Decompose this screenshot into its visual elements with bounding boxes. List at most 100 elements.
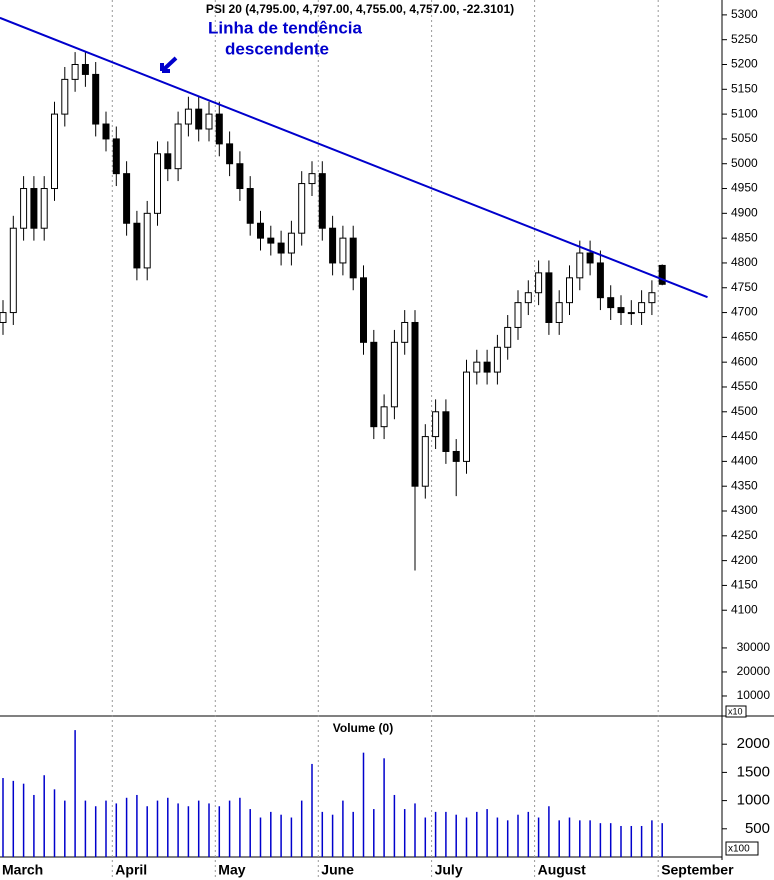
candle-body (421, 436, 429, 487)
volume-bar (445, 811, 447, 857)
chart-title: PSI 20 (4,795.00, 4,797.00, 4,755.00, 4,… (206, 2, 514, 16)
candle-body (442, 411, 450, 452)
y-tick-label: 4650 (731, 330, 758, 344)
trendline (0, 16, 708, 299)
volume-bar (167, 797, 169, 857)
y-tick-label: 4200 (731, 553, 758, 567)
volume-bar (125, 797, 128, 857)
candle-body (432, 411, 440, 438)
volume-bar (64, 800, 66, 857)
candle-body (215, 113, 223, 145)
y-tick-label: 1500 (737, 763, 770, 780)
candle-body (318, 173, 326, 229)
candle-body (463, 371, 470, 462)
candle-body (535, 272, 543, 294)
y-tick-label: 4550 (731, 379, 758, 393)
candle-body (339, 237, 347, 264)
candle-body (390, 341, 398, 408)
volume-bar (465, 817, 468, 857)
candle-body (61, 78, 69, 115)
candle-body (71, 63, 79, 80)
volume-bar (434, 811, 437, 857)
candle-body (154, 153, 161, 214)
x-tick-label: August (538, 862, 587, 878)
candle-body (30, 188, 38, 229)
volume-bar (311, 763, 313, 857)
candle-body (627, 312, 635, 315)
volume-bar (558, 820, 560, 857)
volume-bar (362, 752, 365, 857)
candle-body (102, 123, 110, 140)
candle-body (596, 262, 604, 299)
volume-bar (259, 817, 262, 857)
candle-body (205, 113, 213, 130)
candle-body (524, 292, 532, 304)
volume-bar (352, 811, 354, 857)
y-tick-label: 4800 (731, 255, 758, 269)
candle-body (566, 277, 573, 304)
volume-bar (218, 806, 221, 857)
volume-bar (589, 820, 591, 857)
candle-body (504, 326, 512, 348)
y-tick-label: 4850 (731, 230, 758, 244)
volume-bar (414, 803, 416, 857)
volume-bar (383, 758, 385, 857)
candle-body (195, 108, 203, 130)
candle-body (473, 361, 481, 373)
candle-body (236, 163, 244, 190)
y-tick-label: 1000 (737, 792, 770, 809)
candle-body (9, 227, 17, 314)
y-tick-label: 5300 (731, 7, 758, 21)
y2-tick-label: 20000 (737, 664, 771, 678)
y-tick-label: 4250 (731, 528, 758, 542)
y-tick-label: 4900 (731, 206, 758, 220)
unit-box (725, 841, 759, 856)
x-tick-label: June (321, 862, 354, 878)
volume-bar (156, 800, 159, 857)
volume-bar (290, 817, 293, 857)
volume-bar (74, 730, 76, 857)
candle-body (648, 292, 656, 304)
volume-bar (228, 800, 231, 857)
candle-body (586, 252, 594, 264)
volume-bar (599, 823, 602, 857)
volume-bar (94, 806, 97, 857)
y-tick-label: 4150 (731, 578, 758, 592)
volume-bar (424, 817, 427, 857)
candle-body (81, 63, 89, 75)
volume-title: Volume (0) (333, 721, 393, 735)
volume-bar (115, 803, 118, 857)
volume-bar (537, 817, 540, 857)
candle-body (0, 312, 7, 323)
candle-body (658, 264, 666, 285)
candle-body (493, 346, 501, 373)
volume-bar (331, 814, 334, 857)
y2-tick-label: 30000 (737, 640, 771, 654)
candle-body (607, 297, 615, 309)
volume-bar (270, 811, 272, 857)
candle-body (164, 153, 172, 170)
volume-bar (373, 809, 375, 857)
y-tick-label: 4950 (731, 181, 758, 195)
y-unit-label: x100 (728, 844, 750, 855)
volume-bar (280, 814, 282, 857)
candle-body (51, 113, 58, 190)
volume-bar (579, 820, 581, 857)
y-tick-label: 4100 (731, 602, 758, 616)
volume-bar (630, 825, 633, 857)
volume-bar (661, 823, 663, 857)
y-tick-label: 4300 (731, 503, 758, 517)
x-tick-label: April (115, 862, 147, 878)
volume-bar (342, 800, 344, 857)
volume-bar (105, 800, 107, 857)
candle-body (452, 450, 460, 462)
y-tick-label: 4450 (731, 429, 758, 443)
y-tick-label: 5150 (731, 81, 758, 95)
candle-body (483, 361, 491, 373)
volume-bar (609, 823, 612, 857)
volume-bar (187, 806, 190, 857)
annotation: Linha de tendência (208, 18, 363, 37)
